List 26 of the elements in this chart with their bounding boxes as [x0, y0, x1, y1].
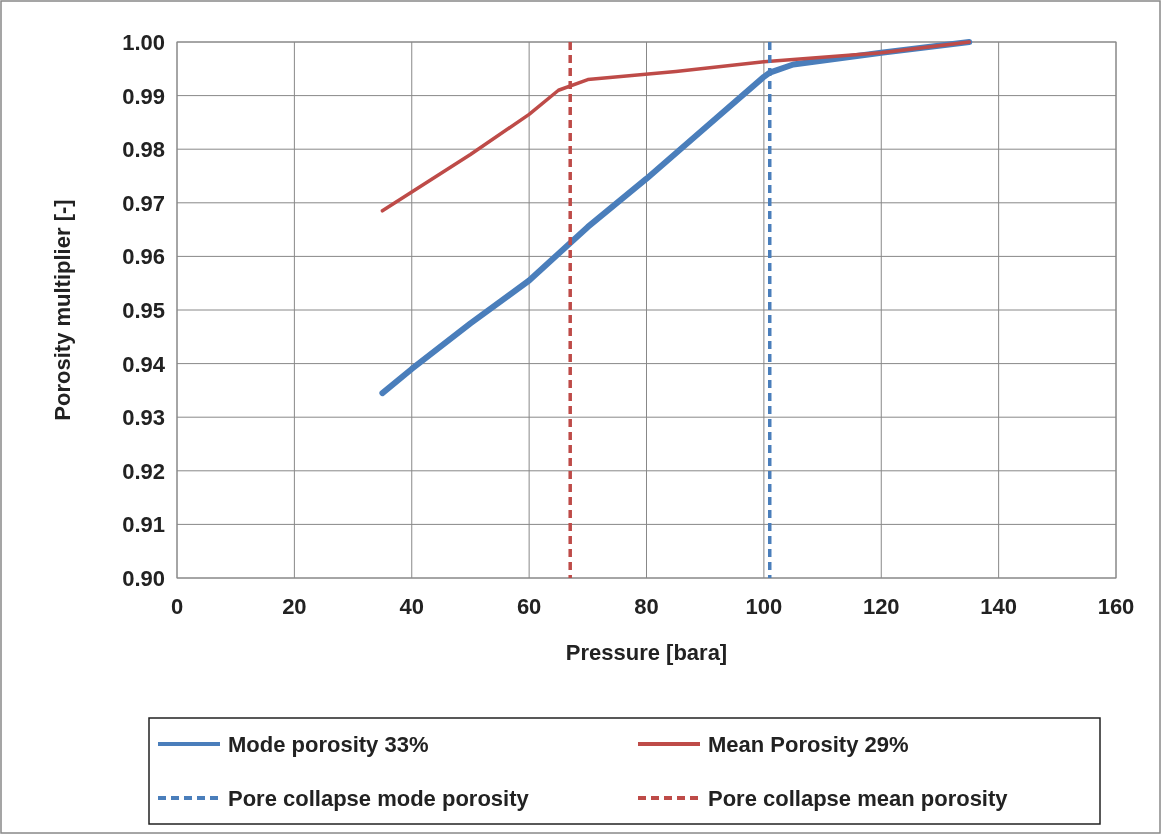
- y-tick-label: 0.93: [122, 405, 165, 431]
- y-tick-label: 0.94: [122, 351, 166, 377]
- y-tick-label: 1.00: [122, 30, 165, 55]
- legend-label: Pore collapse mode porosity: [228, 786, 530, 811]
- y-tick-label: 0.91: [122, 512, 165, 538]
- y-tick-label: 0.98: [122, 137, 165, 163]
- y-tick-label: 0.90: [122, 566, 165, 591]
- x-tick-label: 120: [862, 594, 900, 619]
- y-axis-title: Porosity multiplier [-]: [50, 199, 75, 421]
- y-tick-label: 0.92: [122, 458, 165, 484]
- x-tick-label: 40: [399, 594, 424, 619]
- y-tick-label: 0.99: [122, 83, 165, 109]
- x-tick-label: 20: [282, 594, 307, 619]
- y-tick-label: 0.96: [122, 244, 165, 270]
- x-tick-label: 80: [634, 594, 659, 619]
- legend-label: Mode porosity 33%: [228, 732, 429, 757]
- x-tick-label: 140: [980, 594, 1017, 619]
- y-tick-label: 0.95: [122, 298, 165, 323]
- legend-label: Mean Porosity 29%: [708, 732, 909, 757]
- x-tick-label: 0: [170, 594, 184, 619]
- y-tick-label: 0.97: [122, 190, 165, 216]
- x-axis-title: Pressure [bara]: [565, 640, 728, 665]
- legend-label: Pore collapse mean porosity: [708, 786, 1009, 811]
- x-tick-label: 60: [516, 594, 542, 619]
- x-tick-label: 160: [1097, 594, 1135, 619]
- x-tick-label: 100: [745, 594, 783, 619]
